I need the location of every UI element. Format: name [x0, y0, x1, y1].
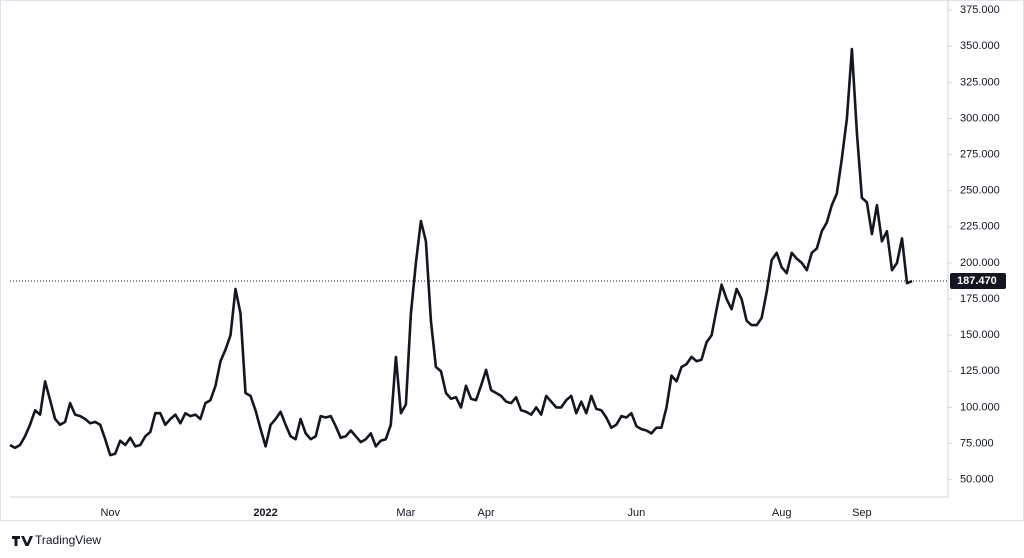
y-tick-label: 250.000	[960, 185, 1000, 197]
y-tick-label: 200.000	[960, 257, 1000, 269]
y-tick-label: 75.000	[960, 437, 994, 449]
y-tick-label: 325.000	[960, 76, 1000, 88]
x-tick-label: Nov	[100, 507, 120, 519]
logo	[12, 536, 33, 546]
x-tick-label: Aug	[772, 507, 792, 519]
y-tick-label: 150.000	[960, 329, 1000, 341]
y-tick-label: 350.000	[960, 40, 1000, 52]
price-line	[9, 47, 913, 457]
x-tick-label: Mar	[396, 507, 415, 519]
x-tick-label: Sep	[852, 507, 872, 519]
y-tick-label: 375.000	[960, 4, 1000, 16]
y-tick-label: 225.000	[960, 221, 1000, 233]
x-tick-label: Apr	[477, 507, 494, 519]
y-tick-label: 50.000	[960, 474, 994, 486]
y-tick-label: 125.000	[960, 365, 1000, 377]
last-price-badge	[950, 273, 1006, 290]
x-tick-label: 2022	[253, 507, 277, 519]
last-price-label: 187.470	[957, 275, 997, 287]
watermark: TradingView	[35, 533, 101, 547]
y-tick-label: 175.000	[960, 293, 1000, 305]
y-tick-label: 275.000	[960, 148, 1000, 160]
x-tick-label: Jun	[628, 507, 646, 519]
y-tick-label: 300.000	[960, 112, 1000, 124]
frame	[0, 0, 1024, 521]
y-tick-label: 100.000	[960, 401, 1000, 413]
